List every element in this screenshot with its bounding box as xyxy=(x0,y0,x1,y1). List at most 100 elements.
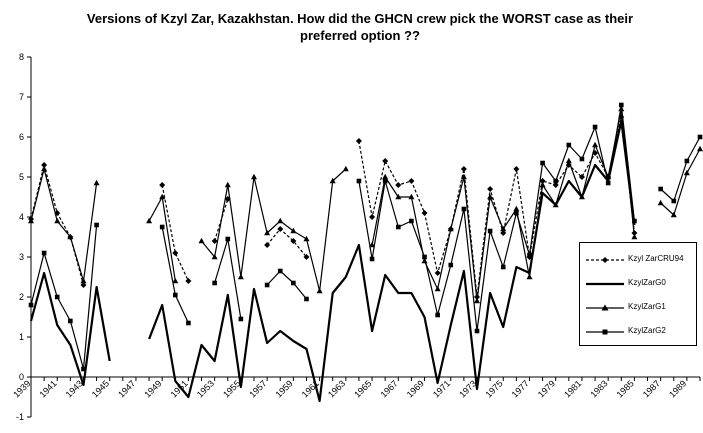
series-4-point xyxy=(41,250,47,256)
series-4-point xyxy=(540,160,545,166)
series-4-point xyxy=(697,134,703,140)
series-3-point xyxy=(159,193,166,200)
x-tick-label: 1953 xyxy=(195,378,216,399)
series-1-point xyxy=(80,282,87,288)
x-tick-label: 1963 xyxy=(326,378,347,399)
series-line-1 xyxy=(358,116,635,298)
series-4-point xyxy=(172,292,178,298)
series-3-point xyxy=(592,141,599,148)
series-3-point xyxy=(28,217,34,224)
series-1-point xyxy=(487,186,494,192)
series-1-point xyxy=(264,242,271,248)
series-3-point xyxy=(697,145,703,152)
series-4-point xyxy=(409,218,414,224)
x-tick-label: 1959 xyxy=(274,378,295,399)
series-4-point xyxy=(592,124,598,130)
series-1-point xyxy=(513,166,520,172)
series-4-point xyxy=(618,102,624,108)
series-3-point xyxy=(172,277,179,284)
x-tick-label: 1989 xyxy=(667,378,688,399)
y-tick-label: 4 xyxy=(19,212,24,222)
series-4-point xyxy=(159,224,165,230)
legend-label-g2: KzylZarG2 xyxy=(628,326,666,335)
series-3-point xyxy=(251,173,257,180)
series-line-4 xyxy=(161,226,189,324)
series-3-point xyxy=(264,229,271,236)
series-3-point xyxy=(290,227,297,234)
series-4-point xyxy=(225,236,231,242)
x-tick-label: 1979 xyxy=(536,378,557,399)
series-3-point xyxy=(198,237,205,244)
series-3-point xyxy=(500,225,507,232)
series-4-point xyxy=(369,256,375,262)
y-tick-label: 1 xyxy=(19,332,24,342)
x-tick-label: 1945 xyxy=(90,378,111,399)
series-1-point xyxy=(369,214,376,220)
x-tick-label: 1981 xyxy=(562,378,583,399)
legend-label-g1: KzylZarG1 xyxy=(628,302,666,311)
series-4-point xyxy=(422,254,427,260)
x-tick-label: 1939 xyxy=(11,378,32,399)
legend: Kzyl ZarCRU94 KzylZarG0 KzylZarG1 KzylZa… xyxy=(579,242,697,346)
series-line-3 xyxy=(148,196,176,282)
series-3-point xyxy=(54,217,61,224)
series-3-point xyxy=(539,181,546,188)
legend-entry-g2: KzylZarG2 xyxy=(584,325,696,339)
x-tick-label: 1977 xyxy=(510,378,531,399)
series-line-4 xyxy=(266,270,307,300)
series-4-point xyxy=(566,142,572,148)
series-3-point xyxy=(683,169,690,176)
series-4-point xyxy=(671,198,677,204)
series-4-point xyxy=(277,268,283,274)
series-line-1 xyxy=(266,228,307,258)
series-1-point xyxy=(382,158,389,164)
series-3-point xyxy=(474,297,480,304)
series-3-point xyxy=(93,179,100,186)
series-line-1 xyxy=(161,184,189,282)
series-3-point xyxy=(565,157,572,164)
series-1-point xyxy=(303,254,310,260)
series-line-3 xyxy=(30,168,98,282)
series-1-point xyxy=(434,270,441,276)
series-line-1 xyxy=(30,164,85,286)
y-tick-label: 5 xyxy=(19,172,24,182)
series-line-2 xyxy=(148,119,636,403)
series-4-point xyxy=(304,296,309,302)
series-3-point xyxy=(578,193,585,200)
y-tick-label: 2 xyxy=(19,292,24,302)
series-1-point xyxy=(211,238,218,244)
y-tick-label: -1 xyxy=(16,412,24,422)
series-4-point xyxy=(684,158,690,164)
series-4-point xyxy=(461,206,467,212)
series-3-point xyxy=(408,193,415,200)
series-1-point xyxy=(41,162,48,168)
series-1-point xyxy=(395,182,402,188)
series-3-point xyxy=(657,199,664,206)
series-3-point xyxy=(460,173,467,180)
series-line-3 xyxy=(660,148,701,216)
legend-entry-g1: KzylZarG1 xyxy=(584,301,696,315)
series-line-2 xyxy=(29,271,111,387)
series-4-point xyxy=(527,252,532,258)
series-3-point xyxy=(224,181,231,188)
series-1-point xyxy=(185,278,192,284)
series-4-point xyxy=(500,264,506,270)
legend-label-cru94: Kzyl ZarCRU94 xyxy=(628,254,684,263)
series-4-point xyxy=(212,280,217,286)
series-3-point xyxy=(237,273,244,280)
x-tick-label: 1985 xyxy=(615,378,636,399)
series-4-point xyxy=(658,186,663,192)
series-1-point xyxy=(578,174,585,180)
series-3-point xyxy=(303,235,310,242)
series-3-point xyxy=(316,287,323,294)
series-3-point xyxy=(395,193,402,200)
series-4-point xyxy=(356,178,362,184)
series-4-point xyxy=(632,218,637,224)
series-3-point xyxy=(329,177,336,184)
x-tick-label: 1947 xyxy=(116,378,137,399)
y-tick-label: 6 xyxy=(19,132,24,142)
series-1-point xyxy=(159,182,166,188)
series-3-point xyxy=(447,225,454,232)
series-4-point xyxy=(238,316,244,322)
